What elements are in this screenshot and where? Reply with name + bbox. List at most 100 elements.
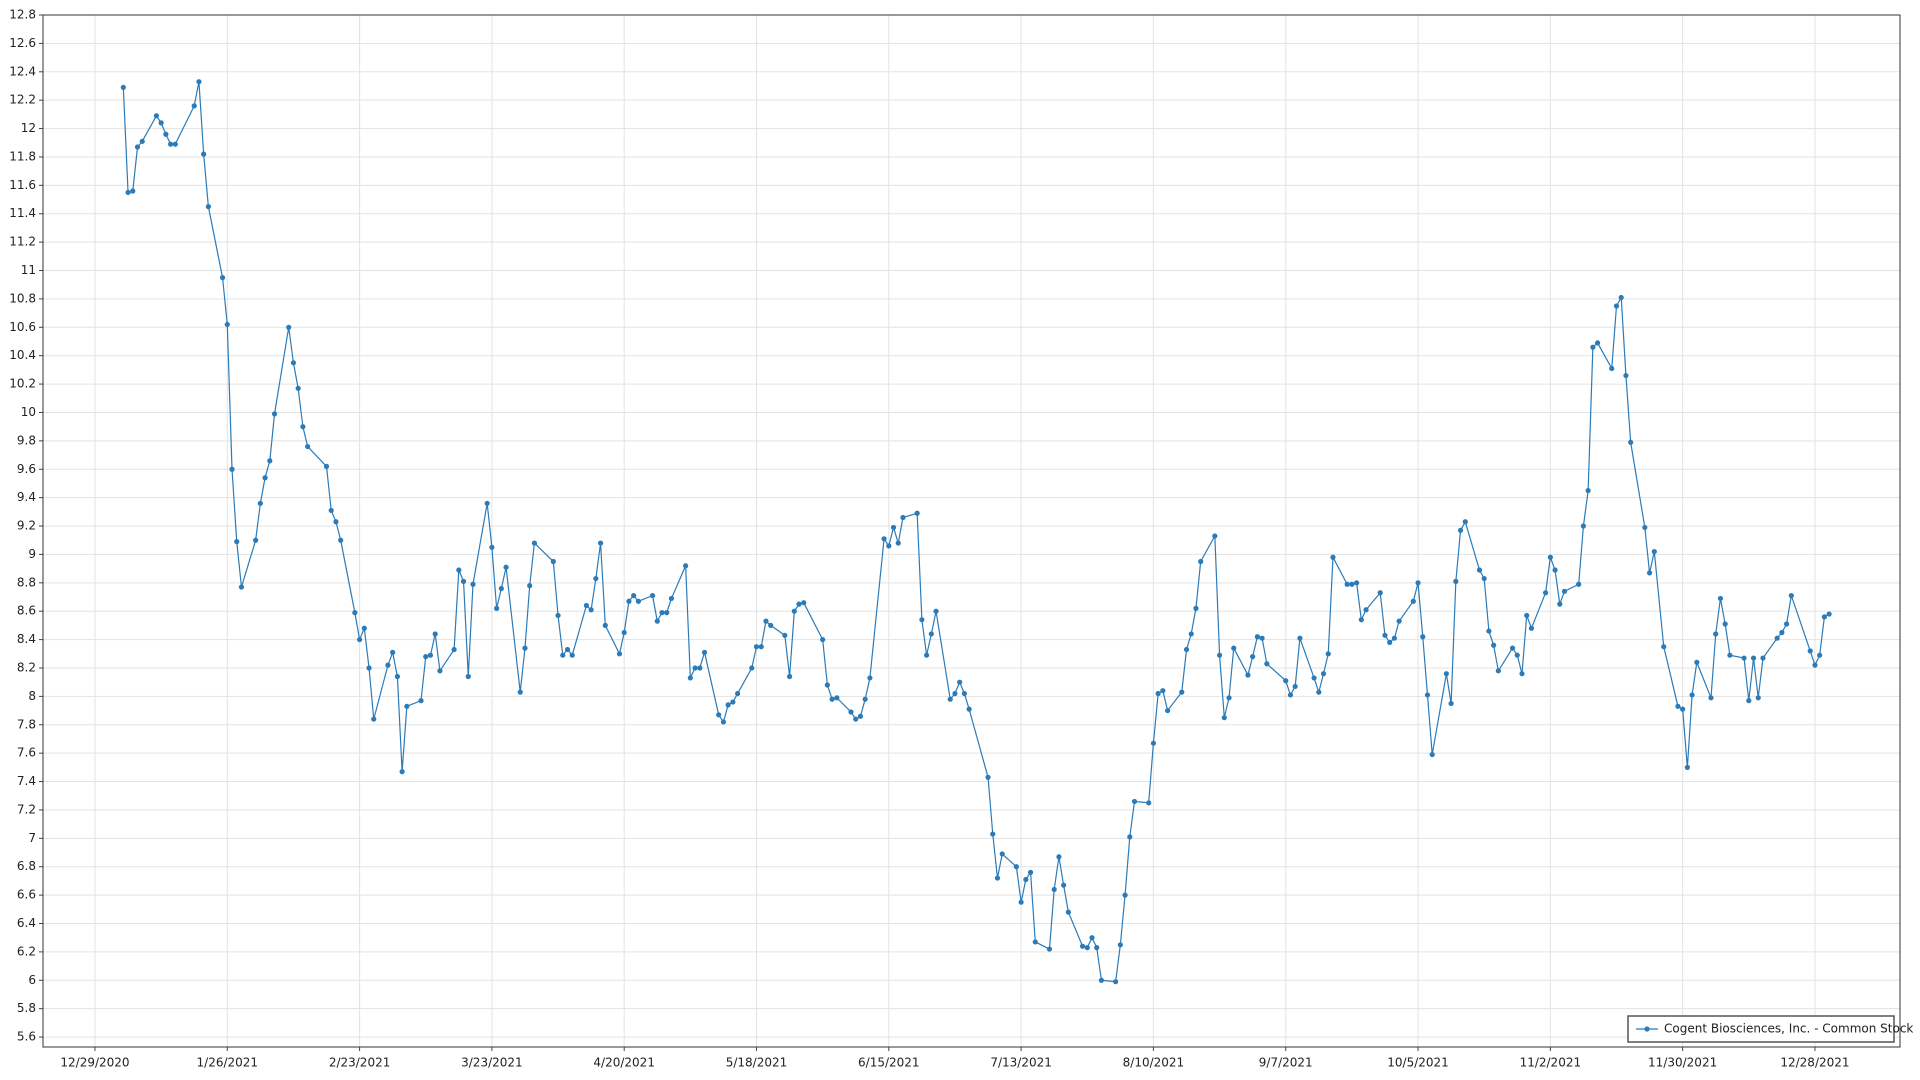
data-point: [1193, 605, 1199, 611]
data-point: [1316, 689, 1322, 695]
plot-frame: [42, 14, 1901, 1048]
data-point: [919, 617, 925, 623]
data-point: [735, 690, 741, 697]
data-point: [333, 519, 339, 525]
data-point: [238, 584, 245, 590]
data-point: [1264, 661, 1270, 667]
data-point: [1032, 939, 1038, 945]
data-point: [262, 475, 268, 481]
y-tick-label: 11.8: [9, 149, 36, 163]
data-point: [257, 500, 263, 506]
data-point: [569, 652, 575, 658]
y-tick-label: 8.4: [17, 632, 36, 646]
data-point: [1519, 671, 1525, 677]
x-tick-label: 6/15/2021: [858, 1056, 920, 1070]
y-tick-label: 9.6: [17, 462, 36, 476]
data-point: [1628, 439, 1634, 445]
data-point: [1382, 632, 1388, 638]
data-point: [196, 79, 202, 85]
data-point: [659, 610, 665, 616]
data-point: [1079, 943, 1086, 949]
data-point: [966, 706, 972, 712]
data-point: [1363, 607, 1369, 613]
data-point: [1226, 695, 1232, 701]
data-point: [1018, 899, 1024, 905]
data-point: [1495, 668, 1501, 674]
data-point: [1561, 588, 1568, 594]
data-point: [890, 524, 897, 531]
data-point: [1590, 344, 1596, 350]
data-point: [253, 537, 259, 543]
data-point: [1491, 642, 1497, 648]
data-point: [1056, 854, 1062, 860]
data-point: [1259, 635, 1265, 641]
data-point: [465, 673, 471, 680]
data-point: [1089, 935, 1095, 941]
data-point: [290, 360, 297, 366]
data-point: [687, 675, 693, 681]
y-tick-label: 7.2: [17, 802, 36, 816]
y-tick-label: 12.4: [9, 64, 36, 78]
x-tick-label: 12/28/2021: [1780, 1056, 1849, 1070]
data-point: [994, 875, 1001, 881]
data-point: [1424, 692, 1431, 698]
data-point: [1741, 655, 1747, 661]
x-tick-label: 8/10/2021: [1123, 1056, 1185, 1070]
data-point: [749, 665, 755, 671]
data-point: [1661, 644, 1667, 650]
data-point: [522, 645, 528, 651]
data-point: [824, 682, 830, 688]
data-point: [399, 769, 405, 775]
data-point: [725, 702, 731, 708]
y-tick-label: 8.2: [17, 660, 36, 674]
data-point: [862, 696, 868, 702]
data-point: [1443, 671, 1449, 677]
x-tick-label: 4/20/2021: [593, 1056, 655, 1070]
data-point: [1396, 618, 1402, 624]
y-tick-label: 7.4: [17, 774, 36, 788]
data-point: [1061, 882, 1067, 888]
data-point: [1155, 690, 1161, 697]
data-point: [1349, 581, 1355, 587]
data-point: [1377, 590, 1383, 596]
data-point: [791, 608, 797, 614]
data-point: [418, 698, 424, 704]
data-point: [271, 411, 278, 417]
data-point: [1387, 639, 1393, 646]
data-point: [933, 608, 939, 614]
data-point: [1065, 909, 1071, 915]
data-point: [1344, 581, 1350, 587]
y-tick-label: 11.4: [9, 206, 36, 220]
data-point: [503, 564, 509, 570]
data-point: [990, 831, 996, 837]
y-tick-label: 9.2: [17, 519, 36, 533]
data-point: [286, 324, 292, 330]
y-tick-label: 7: [28, 831, 36, 845]
data-point: [1689, 692, 1695, 698]
y-tick-label: 8: [28, 689, 36, 703]
data-point: [1150, 740, 1157, 746]
data-point: [692, 665, 698, 671]
data-point: [139, 138, 145, 144]
data-point: [338, 537, 344, 543]
data-point: [1013, 864, 1019, 870]
data-point: [295, 385, 301, 391]
x-tick-label: 3/23/2021: [461, 1056, 523, 1070]
data-point: [1826, 611, 1832, 617]
data-point: [1221, 715, 1227, 721]
data-point: [635, 598, 641, 604]
data-point: [848, 709, 854, 715]
data-point: [437, 668, 443, 674]
data-point: [484, 500, 490, 506]
data-point: [947, 696, 953, 702]
data-point: [1354, 580, 1360, 586]
data-point: [134, 144, 141, 150]
data-point: [494, 605, 500, 611]
data-point: [1254, 634, 1260, 640]
data-point: [597, 540, 604, 546]
data-point: [649, 592, 656, 599]
data-point: [201, 151, 207, 157]
data-point: [1250, 654, 1256, 660]
data-point: [701, 649, 708, 655]
data-point: [720, 719, 727, 725]
